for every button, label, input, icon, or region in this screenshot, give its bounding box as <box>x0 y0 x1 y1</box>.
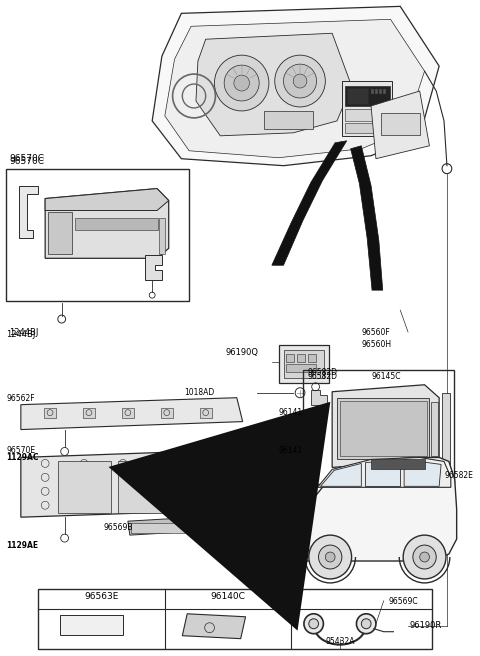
Text: 1018AD: 1018AD <box>184 388 215 397</box>
Polygon shape <box>19 186 38 238</box>
Circle shape <box>413 545 436 569</box>
Text: 96582D: 96582D <box>308 368 338 377</box>
Text: 96190R: 96190R <box>410 621 442 630</box>
Circle shape <box>420 552 430 562</box>
Text: 1244BJ: 1244BJ <box>6 330 36 339</box>
Text: 1129AC: 1129AC <box>6 453 39 462</box>
Circle shape <box>215 55 269 111</box>
Circle shape <box>284 64 317 98</box>
Text: 1129AE: 1129AE <box>6 541 38 550</box>
Bar <box>442 393 450 464</box>
Bar <box>278 345 329 382</box>
Circle shape <box>403 535 446 579</box>
Circle shape <box>293 74 307 88</box>
Bar <box>159 218 165 255</box>
Polygon shape <box>404 459 441 486</box>
Circle shape <box>319 545 342 569</box>
Text: 96560H: 96560H <box>361 340 392 349</box>
Bar <box>287 364 316 372</box>
Polygon shape <box>196 33 351 136</box>
Bar <box>284 350 324 378</box>
Circle shape <box>224 65 259 101</box>
Bar <box>383 89 385 94</box>
Bar <box>345 86 390 106</box>
Polygon shape <box>45 188 168 258</box>
Text: 95432A: 95432A <box>325 637 355 646</box>
Bar <box>371 459 424 470</box>
Polygon shape <box>365 461 400 486</box>
Text: 96582E: 96582E <box>445 472 474 480</box>
Polygon shape <box>332 385 439 468</box>
Bar <box>161 407 173 418</box>
Circle shape <box>309 535 351 579</box>
Text: 96569B: 96569B <box>104 523 133 532</box>
Bar <box>48 213 72 255</box>
Bar <box>337 398 430 459</box>
Text: 96570C: 96570C <box>9 154 44 163</box>
Bar <box>6 169 189 301</box>
Bar <box>379 89 382 94</box>
Bar <box>58 461 111 513</box>
Circle shape <box>275 55 325 107</box>
Text: 96582D: 96582D <box>308 372 338 381</box>
Polygon shape <box>350 146 383 290</box>
Circle shape <box>309 619 319 628</box>
Bar <box>303 370 454 484</box>
Bar <box>122 407 134 418</box>
Bar <box>342 81 393 136</box>
Polygon shape <box>371 91 430 159</box>
Text: 96190Q: 96190Q <box>225 348 258 357</box>
Bar <box>381 113 420 135</box>
Text: 96570C: 96570C <box>9 157 44 166</box>
Bar <box>375 89 378 94</box>
Bar <box>347 88 368 104</box>
Bar <box>432 401 438 457</box>
Circle shape <box>325 552 335 562</box>
Text: 96563E: 96563E <box>84 592 119 601</box>
Bar <box>287 354 294 362</box>
Bar <box>264 111 312 129</box>
Bar <box>297 354 305 362</box>
Circle shape <box>357 614 376 634</box>
Text: 96569C: 96569C <box>389 597 418 606</box>
Text: 96562F: 96562F <box>6 394 35 403</box>
Polygon shape <box>128 517 198 535</box>
Bar <box>371 89 374 94</box>
Bar <box>345 109 390 121</box>
Bar <box>200 407 212 418</box>
Circle shape <box>361 619 371 628</box>
Bar <box>131 523 195 533</box>
Polygon shape <box>311 390 327 405</box>
Polygon shape <box>21 398 243 430</box>
Text: 1244BJ: 1244BJ <box>9 328 38 337</box>
Polygon shape <box>293 457 456 561</box>
Bar <box>308 354 316 362</box>
Polygon shape <box>145 255 162 280</box>
Circle shape <box>304 614 324 634</box>
Polygon shape <box>152 7 439 166</box>
Text: 96141: 96141 <box>279 446 303 455</box>
Text: 96141: 96141 <box>279 408 303 417</box>
Polygon shape <box>21 449 252 517</box>
Polygon shape <box>45 188 168 211</box>
Polygon shape <box>182 614 246 639</box>
Polygon shape <box>272 141 347 265</box>
Bar <box>83 407 95 418</box>
Bar <box>118 461 172 513</box>
Circle shape <box>234 75 250 91</box>
Bar <box>75 218 158 230</box>
Bar <box>60 615 123 635</box>
Bar <box>44 407 56 418</box>
Polygon shape <box>321 463 361 486</box>
Text: 96560F: 96560F <box>361 328 390 337</box>
Bar <box>179 461 232 513</box>
Bar <box>38 589 432 649</box>
Polygon shape <box>318 457 451 487</box>
Polygon shape <box>165 19 424 157</box>
Text: 96145C: 96145C <box>371 372 400 381</box>
Text: 96140C: 96140C <box>211 592 245 601</box>
Bar <box>340 401 427 457</box>
Bar <box>345 123 390 133</box>
Text: 96570E: 96570E <box>6 447 36 455</box>
